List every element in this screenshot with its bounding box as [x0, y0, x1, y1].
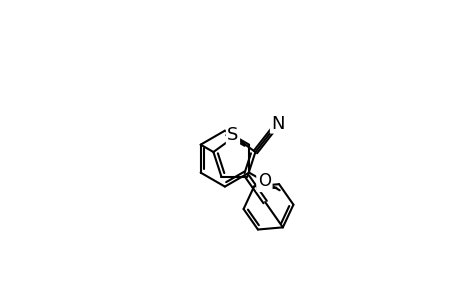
Text: S: S: [227, 126, 238, 144]
Text: N: N: [270, 115, 284, 133]
Text: O: O: [257, 172, 270, 190]
